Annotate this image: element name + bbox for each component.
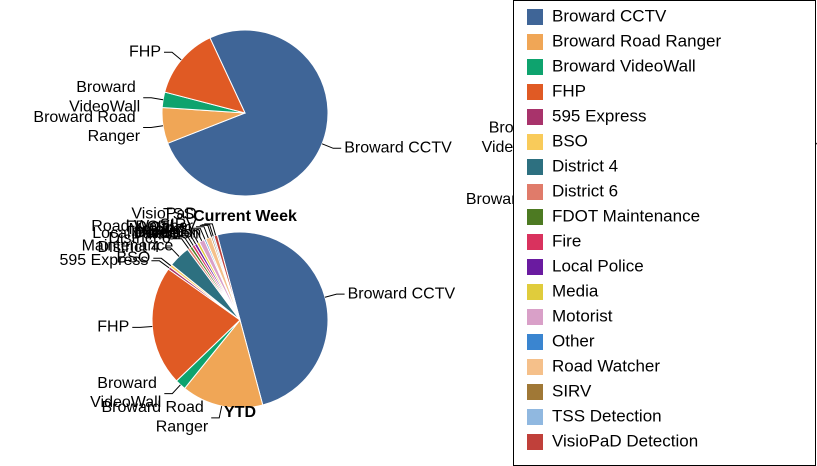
slice-label: Broward CCTV bbox=[344, 139, 452, 156]
pie-slice bbox=[167, 29, 329, 197]
slice-label: FDOT Maintenance bbox=[82, 219, 174, 255]
legend-swatch bbox=[527, 259, 543, 275]
connector bbox=[153, 257, 172, 267]
legend-label: Broward Road Ranger bbox=[552, 31, 721, 50]
slice-label: Broward Road Ranger bbox=[33, 109, 140, 145]
slice-label: Broward VideoWall bbox=[69, 79, 140, 115]
legend-label: TSS Detection bbox=[552, 406, 662, 425]
legend-box bbox=[513, 0, 816, 466]
legend-label: FHP bbox=[552, 81, 586, 100]
pie-title: YTD bbox=[224, 404, 256, 421]
pie-slice bbox=[213, 234, 241, 321]
pie-slice bbox=[164, 37, 246, 114]
legend-label: Local Police bbox=[552, 256, 644, 275]
slice-label: Broward VideoWall bbox=[90, 375, 161, 411]
slice-label: Broward CCTV bbox=[348, 285, 456, 302]
slice-label: Broward Road Ranger bbox=[101, 399, 208, 435]
legend-label: BSO bbox=[552, 131, 588, 150]
slice-label: FHP bbox=[97, 319, 129, 336]
slice-label: Motorist bbox=[129, 221, 186, 238]
legend-swatch bbox=[527, 159, 543, 175]
slice-label: Local Police bbox=[92, 225, 178, 242]
slice-label: Road Watcher bbox=[91, 218, 193, 235]
legend-swatch bbox=[527, 234, 543, 250]
legend-label: 595 Express bbox=[552, 106, 647, 125]
connector bbox=[192, 227, 206, 240]
legend-label: Media bbox=[552, 281, 599, 300]
legend-swatch bbox=[527, 334, 543, 350]
connector bbox=[195, 226, 209, 239]
slice-label: BSO bbox=[117, 250, 151, 267]
connector bbox=[204, 223, 217, 236]
legend: Broward CCTV Broward Road Ranger Broward V… bbox=[513, 0, 816, 466]
legend-swatch bbox=[527, 134, 543, 150]
connector bbox=[151, 260, 170, 269]
legend-swatch bbox=[527, 209, 543, 225]
legend-label: District 4 bbox=[552, 156, 618, 175]
legend-label: Broward VideoWall bbox=[552, 56, 696, 75]
connector bbox=[184, 231, 199, 243]
connector bbox=[164, 51, 182, 61]
legend-label: SIRV bbox=[552, 381, 592, 400]
legend-swatch bbox=[527, 84, 543, 100]
legend-label: District 6 bbox=[552, 181, 618, 200]
connector bbox=[211, 405, 223, 419]
legend-label: Road Watcher bbox=[552, 356, 660, 375]
legend-label: Fire bbox=[552, 231, 581, 250]
slice-label: FHP bbox=[129, 43, 161, 60]
connector bbox=[324, 293, 345, 298]
legend-label: Motorist bbox=[552, 306, 613, 325]
connector bbox=[181, 233, 197, 245]
connector bbox=[143, 97, 164, 101]
legend-swatch bbox=[527, 9, 543, 25]
legend-label: Broward CCTV bbox=[552, 6, 667, 25]
connector bbox=[176, 236, 192, 248]
connector bbox=[178, 234, 194, 246]
legend-swatch bbox=[527, 384, 543, 400]
connector bbox=[188, 229, 203, 241]
slice-label: District 4 bbox=[98, 239, 160, 256]
slice-label: Fire bbox=[148, 227, 176, 244]
connector bbox=[199, 224, 213, 237]
connector bbox=[173, 238, 190, 249]
slice-label: Media bbox=[138, 223, 182, 240]
slice-label: District 6 bbox=[108, 230, 170, 247]
connector bbox=[321, 143, 342, 149]
slice-label: VisioPaD Detection bbox=[131, 206, 201, 242]
pie-title: Current Week bbox=[193, 208, 297, 225]
legend-swatch bbox=[527, 59, 543, 75]
legend-swatch bbox=[527, 34, 543, 50]
legend-swatch bbox=[527, 409, 543, 425]
legend-swatch bbox=[527, 359, 543, 375]
slice-label: 595 Express bbox=[59, 252, 148, 269]
legend-swatch bbox=[527, 434, 543, 450]
connector bbox=[162, 247, 180, 257]
legend-swatch bbox=[527, 284, 543, 300]
legend-label: Other bbox=[552, 331, 595, 350]
slice-label: TSS Detection bbox=[131, 206, 199, 242]
legend-swatch bbox=[527, 184, 543, 200]
legend-swatch bbox=[527, 309, 543, 325]
legend-label: VisioPaD Detection bbox=[552, 431, 698, 450]
pie-slice bbox=[183, 318, 264, 409]
legend-swatch bbox=[527, 109, 543, 125]
connector bbox=[143, 125, 164, 129]
connector bbox=[201, 224, 214, 237]
connector bbox=[132, 325, 153, 328]
slice-label: Other bbox=[149, 219, 190, 236]
connector bbox=[164, 384, 181, 395]
legend-label: FDOT Maintenance bbox=[552, 206, 700, 225]
slice-label: SIRV bbox=[160, 217, 197, 234]
